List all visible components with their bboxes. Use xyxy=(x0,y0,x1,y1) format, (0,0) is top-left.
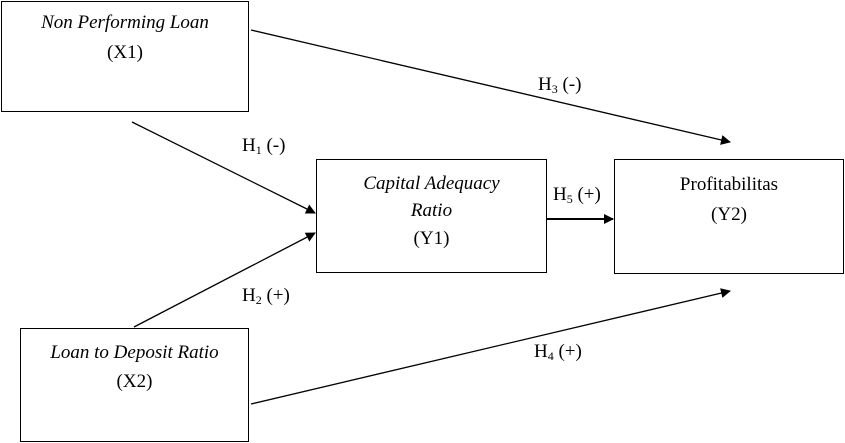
node-x2: Loan to Deposit Ratio (X2) xyxy=(20,328,249,442)
label-h4-letter: H xyxy=(534,341,548,362)
label-h5-letter: H xyxy=(553,184,567,205)
node-y1-name-line2: Ratio xyxy=(410,200,453,221)
arrow-h4 xyxy=(250,288,731,405)
label-h2-letter: H xyxy=(242,285,256,306)
label-h5-sub: 5 xyxy=(566,192,573,206)
label-h1-sub: 1 xyxy=(255,143,262,157)
node-y1-code: (Y1) xyxy=(413,228,450,249)
label-h2: H2 (+) xyxy=(242,285,290,307)
node-y1-name-line1: Capital Adequacy xyxy=(363,173,500,194)
label-h2-sign: (+) xyxy=(266,285,290,306)
label-h2-sub: 2 xyxy=(255,293,262,307)
label-h1-letter: H xyxy=(242,135,256,156)
node-x1-name: Non Performing Loan xyxy=(41,12,209,33)
node-y2-code: (Y2) xyxy=(711,204,747,225)
node-x2-code: (X2) xyxy=(116,371,153,392)
label-h3: H3 (-) xyxy=(538,74,581,96)
node-y1: Capital Adequacy Ratio (Y1) xyxy=(316,159,547,273)
label-h4: H4 (+) xyxy=(534,341,582,363)
arrow-h1 xyxy=(131,121,316,214)
label-h4-sign: (+) xyxy=(558,341,582,362)
node-y2: Profitabilitas (Y2) xyxy=(614,159,844,274)
node-x1: Non Performing Loan (X1) xyxy=(1,1,249,112)
node-y2-name: Profitabilitas xyxy=(679,174,779,195)
label-h5-sign: (+) xyxy=(577,184,601,205)
arrow-h3 xyxy=(250,29,731,145)
label-h5: H5 (+) xyxy=(553,184,601,206)
label-h1-sign: (-) xyxy=(266,135,286,156)
label-h1: H1 (-) xyxy=(242,135,285,157)
node-x1-code: (X1) xyxy=(107,42,143,63)
node-x2-name: Loan to Deposit Ratio xyxy=(50,342,219,363)
arrow-h2 xyxy=(133,232,316,328)
label-h3-letter: H xyxy=(538,74,552,95)
label-h3-sub: 3 xyxy=(551,82,558,96)
label-h4-sub: 4 xyxy=(547,349,554,363)
label-h3-sign: (-) xyxy=(562,74,582,95)
